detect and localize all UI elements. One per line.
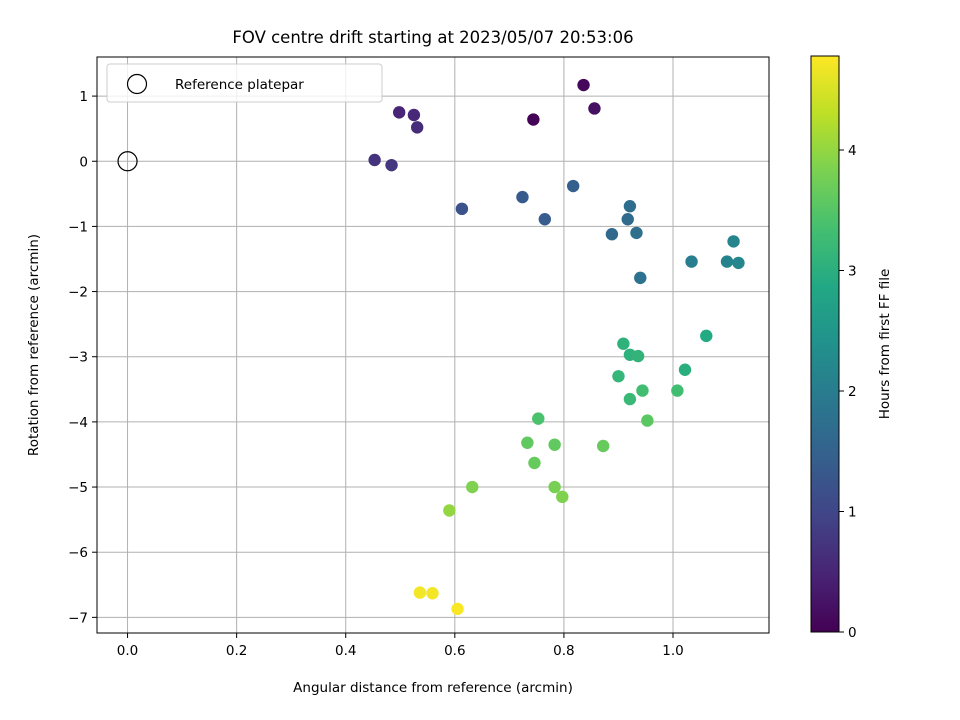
reference-platepar-marker (117, 151, 138, 172)
data-point (548, 480, 561, 494)
data-point (532, 412, 545, 425)
legend: Reference platepar (106, 63, 383, 103)
y-tick-label: −1 (68, 219, 88, 235)
data-point (521, 436, 534, 449)
data-point (527, 113, 540, 126)
colorbar-tick-label: 4 (848, 143, 857, 159)
y-tick-label: −4 (68, 415, 88, 431)
grid (97, 57, 769, 633)
colorbar: 0 1 2 3 4 Hours from first FF file (810, 55, 893, 641)
data-point (630, 226, 643, 240)
colorbar-ticks: 0 1 2 3 4 (839, 143, 857, 641)
colorbar-tick-label: 1 (848, 504, 857, 520)
data-point (385, 158, 398, 172)
data-point (451, 602, 464, 616)
legend-box (106, 63, 383, 103)
data-point (700, 329, 713, 343)
x-tick-label: 0.8 (553, 643, 574, 659)
data-point (631, 349, 645, 363)
y-axis-label: Rotation from reference (arcmin) (26, 234, 42, 456)
y-tick-label: 0 (79, 154, 88, 170)
x-tick-label: 0.0 (117, 643, 138, 659)
data-point (596, 439, 610, 453)
data-point (588, 102, 601, 115)
x-tick-label: 0.6 (444, 643, 465, 659)
colorbar-tick-label: 0 (848, 625, 857, 641)
data-point (636, 384, 649, 397)
y-tick-label: 1 (79, 89, 88, 105)
y-tick-label: −7 (68, 610, 88, 626)
x-axis-label: Angular distance from reference (arcmin) (293, 680, 573, 696)
data-point (623, 392, 637, 406)
colorbar-gradient (810, 55, 840, 633)
data-point (720, 255, 734, 268)
colorbar-label: Hours from first FF file (877, 269, 893, 420)
data-point (407, 108, 421, 122)
legend-marker-circle (126, 73, 148, 95)
data-point (392, 106, 406, 119)
data-point (413, 586, 427, 599)
y-tick-label: −6 (68, 545, 88, 561)
data-point (623, 200, 637, 213)
data-point (410, 121, 424, 134)
data-point (621, 213, 634, 226)
data-point (577, 78, 590, 92)
data-point (612, 370, 625, 383)
data-point (727, 235, 740, 248)
data-point (516, 190, 529, 204)
data-point (466, 480, 479, 494)
x-tick-label: 0.4 (335, 643, 356, 659)
data-point (641, 414, 654, 427)
data-point (455, 202, 469, 216)
x-axis-ticks: 0.0 0.2 0.4 0.6 0.8 1.0 (117, 633, 684, 659)
x-tick-label: 1.0 (662, 643, 683, 659)
data-point (566, 179, 580, 193)
data-point (528, 456, 541, 470)
data-point (605, 228, 619, 241)
data-point (685, 255, 698, 268)
colorbar-tick-label: 3 (848, 263, 857, 279)
data-point (548, 438, 561, 451)
y-axis-ticks: 1 0 −1 −2 −3 −4 −5 −6 −7 (68, 89, 97, 626)
data-point (671, 384, 684, 397)
colorbar-tick-label: 2 (848, 384, 857, 400)
data-point (634, 271, 647, 285)
data-points (117, 78, 745, 616)
data-point (556, 490, 569, 504)
data-point (678, 363, 692, 376)
data-point (426, 587, 439, 600)
y-tick-label: −3 (68, 350, 88, 366)
x-tick-label: 0.2 (226, 643, 247, 659)
y-tick-label: −2 (68, 285, 88, 301)
y-tick-label: −5 (68, 480, 88, 496)
plot-frame (96, 56, 770, 634)
legend-label: Reference platepar (175, 77, 304, 93)
data-point (538, 213, 552, 226)
data-point (368, 153, 381, 167)
data-point (732, 256, 745, 270)
data-point (443, 504, 456, 517)
data-point (617, 337, 630, 350)
chart-title: FOV centre drift starting at 2023/05/07 … (232, 28, 633, 47)
